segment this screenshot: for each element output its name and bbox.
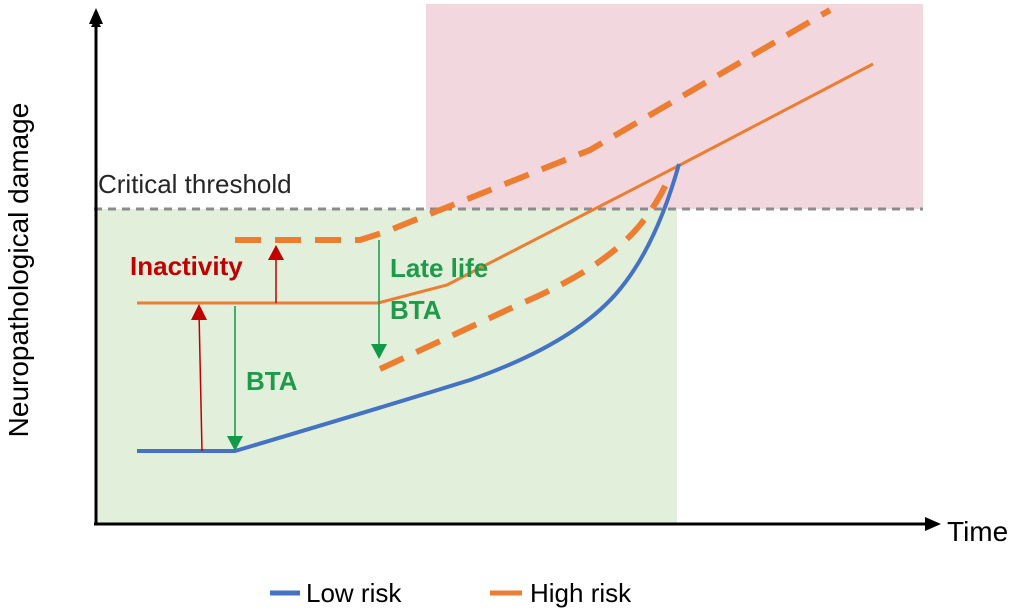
critical-threshold-label: Critical threshold — [98, 169, 292, 199]
inactivity-arrowhead-upper — [268, 245, 284, 260]
high-risk-dashed-upper — [235, 7, 832, 243]
high-risk-solid-line — [137, 62, 874, 305]
x-axis-label: Time — [947, 516, 1008, 547]
legend-high-risk-label: High risk — [530, 578, 632, 608]
legend: Low risk High risk — [270, 578, 632, 608]
late-life-bta-arrowhead — [371, 344, 387, 359]
late-life-label: Late life — [390, 253, 488, 283]
high-risk-dashed-lower — [378, 173, 673, 372]
inactivity-arrowhead-lower — [191, 304, 207, 320]
y-axis-label: Neuropathological damage — [3, 103, 34, 438]
bta-label: BTA — [246, 366, 298, 396]
bta-arrowhead — [227, 436, 243, 451]
low-risk-line — [137, 163, 681, 453]
late-life-bta-label: BTA — [390, 295, 442, 325]
inactivity-arrow-lower — [198, 311, 203, 452]
x-axis-arrowhead — [925, 517, 941, 531]
legend-low-risk-label: Low risk — [306, 578, 402, 608]
y-axis-arrowhead — [89, 8, 103, 24]
inactivity-label: Inactivity — [130, 251, 243, 281]
